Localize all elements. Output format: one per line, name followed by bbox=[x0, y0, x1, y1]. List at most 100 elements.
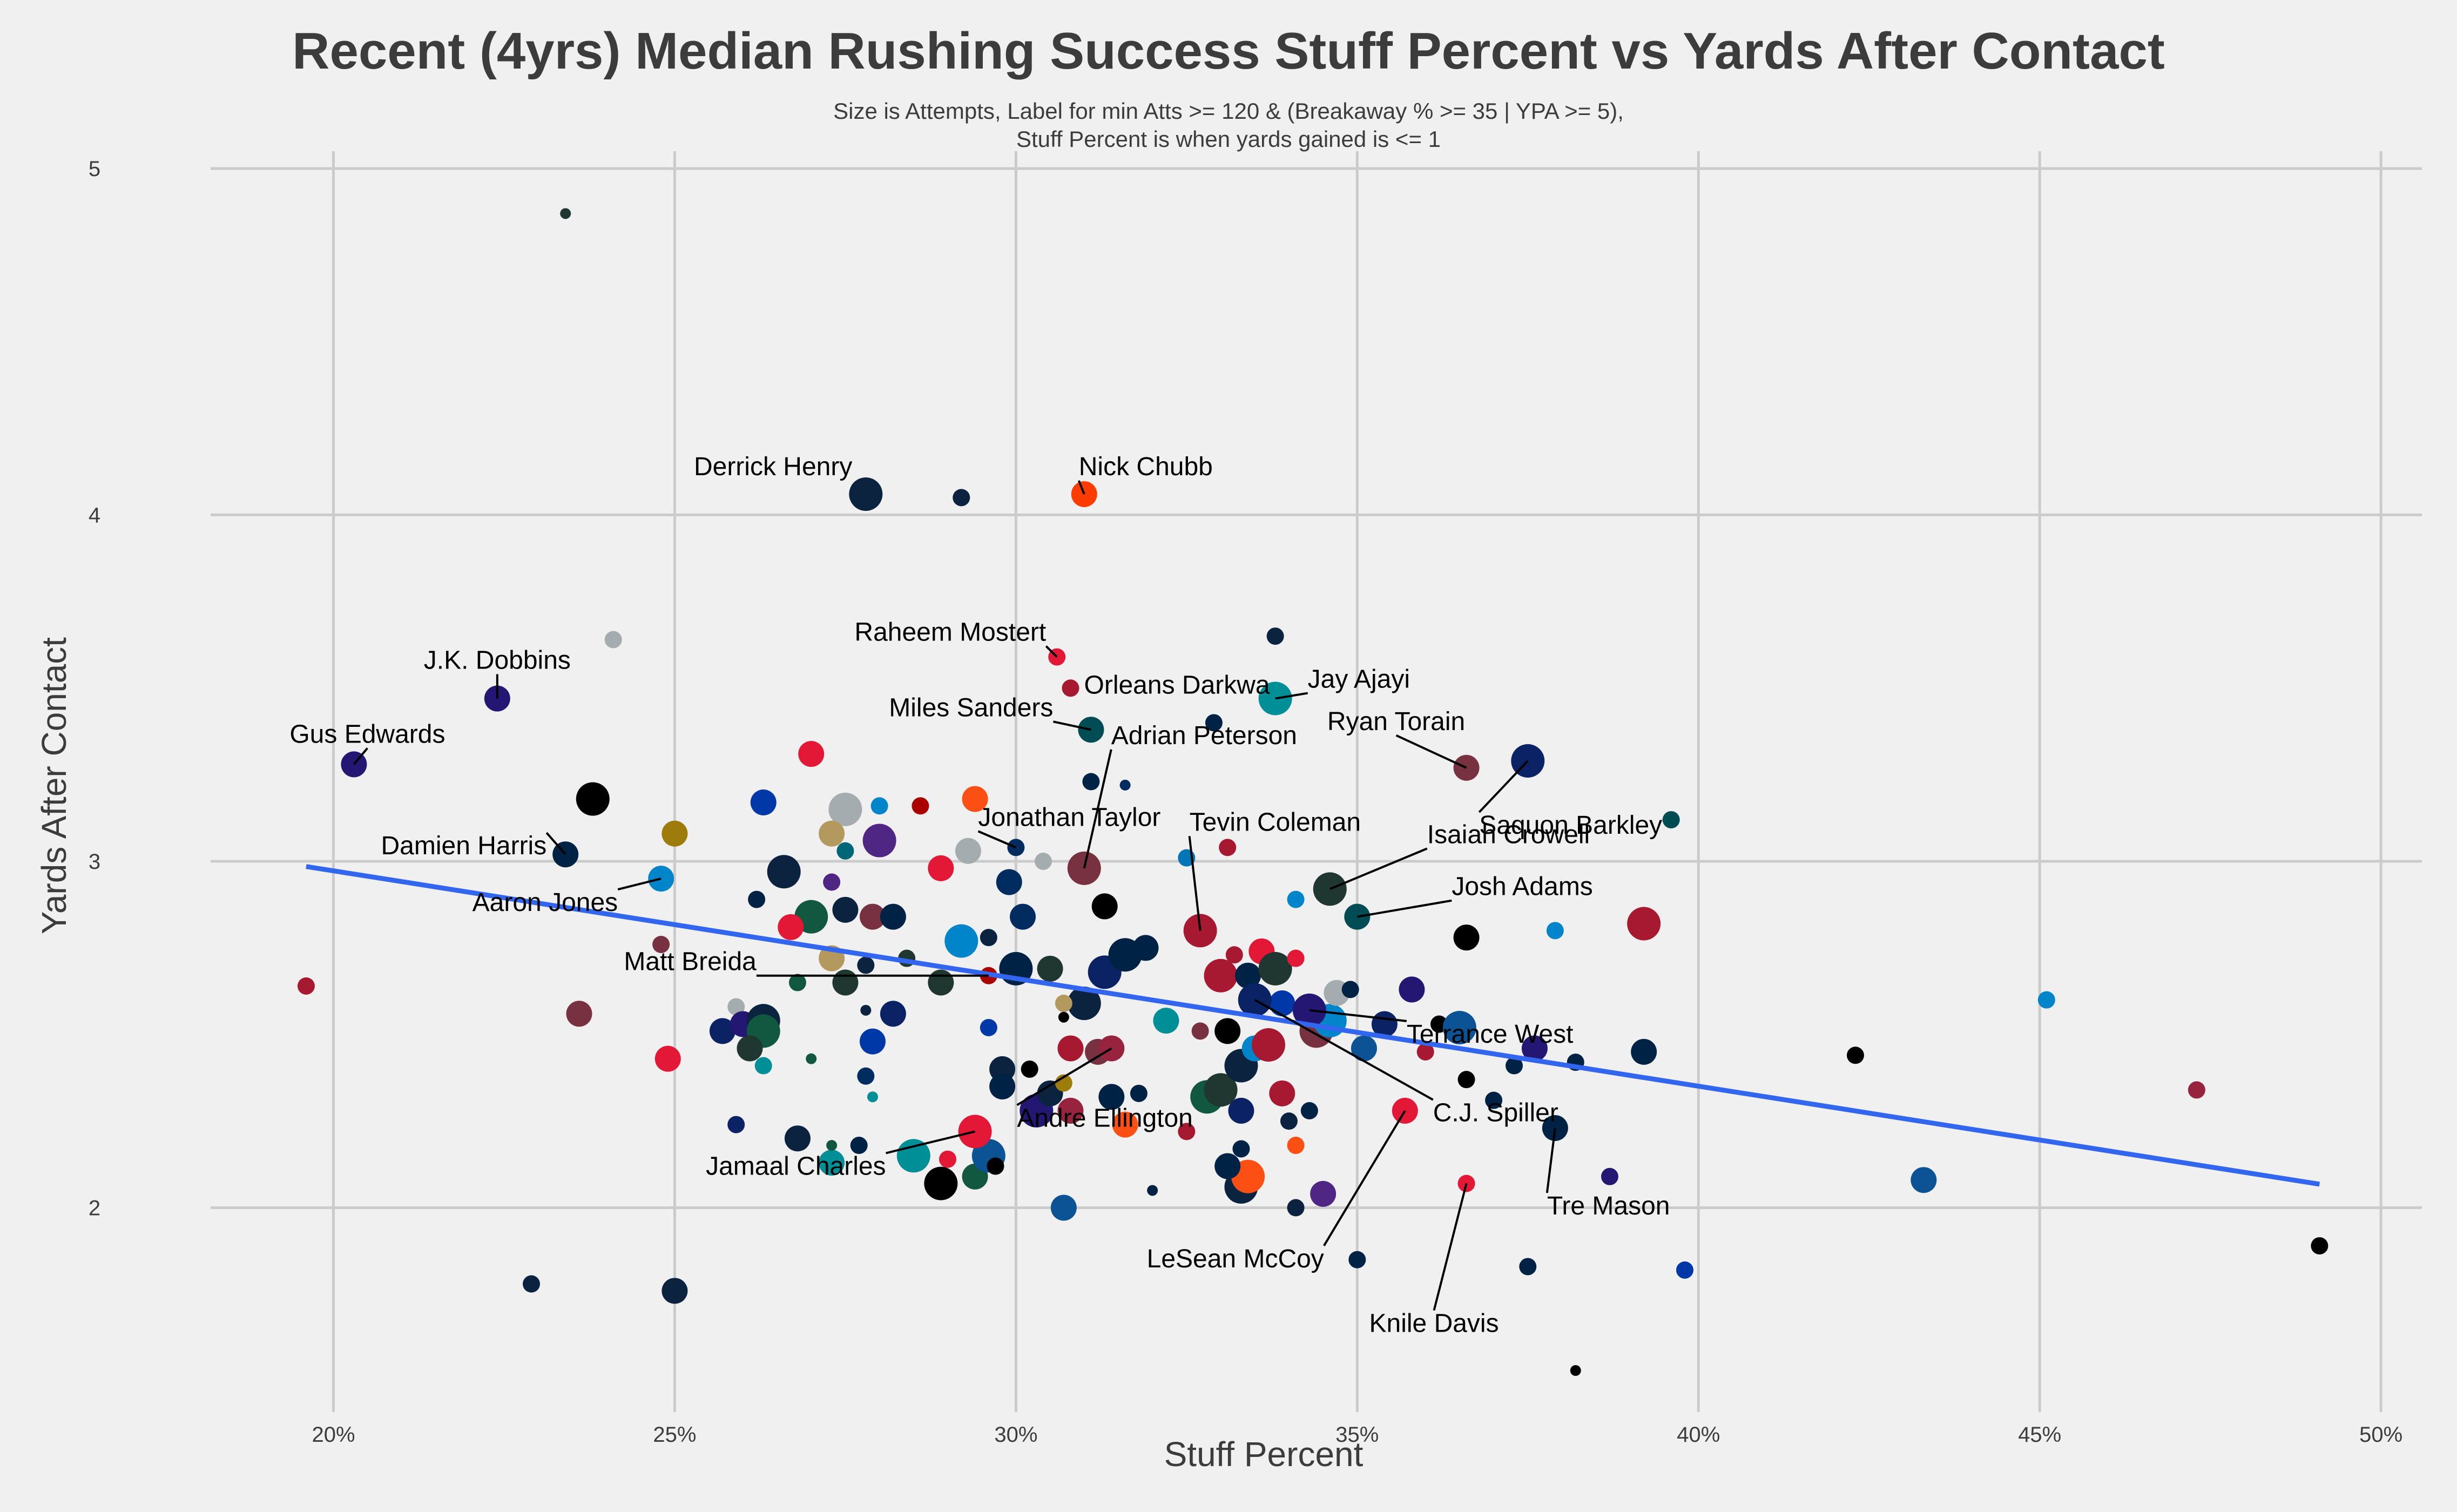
data-point bbox=[928, 969, 954, 996]
data-point bbox=[754, 1057, 772, 1075]
data-point bbox=[1627, 907, 1661, 941]
data-point bbox=[859, 1028, 886, 1055]
y-axis-ticks: 2 3 4 5 bbox=[89, 157, 100, 1220]
data-point bbox=[1228, 1097, 1254, 1124]
data-point bbox=[880, 903, 906, 930]
point-label: Tre Mason bbox=[1547, 1192, 1670, 1220]
data-point bbox=[1351, 1035, 1377, 1062]
data-point bbox=[953, 489, 970, 507]
data-point bbox=[1485, 1091, 1503, 1109]
data-point bbox=[819, 1150, 845, 1176]
data-point bbox=[1205, 714, 1223, 732]
data-point bbox=[662, 820, 688, 847]
data-point bbox=[836, 842, 854, 860]
data-point bbox=[1037, 955, 1063, 982]
data-point bbox=[778, 914, 804, 940]
data-point bbox=[1601, 1167, 1618, 1185]
label-leader-line bbox=[1254, 998, 1434, 1101]
data-point bbox=[862, 824, 896, 858]
data-point bbox=[870, 797, 888, 815]
data-point bbox=[819, 820, 845, 847]
data-point bbox=[2188, 1081, 2205, 1099]
label-leader-line bbox=[545, 832, 566, 855]
point-label: Tevin Coleman bbox=[1190, 808, 1361, 836]
data-point bbox=[823, 873, 841, 891]
trend-line-group bbox=[306, 864, 2320, 1187]
data-point bbox=[1280, 1112, 1298, 1130]
data-point bbox=[880, 1001, 906, 1027]
data-point bbox=[1521, 1035, 1548, 1062]
chart-subtitle: Size is Attempts, Label for min Atts >= … bbox=[0, 97, 2457, 153]
label-leader-line bbox=[886, 1130, 976, 1155]
data-point bbox=[1570, 1365, 1581, 1376]
data-point bbox=[604, 631, 622, 649]
point-label: Terrance West bbox=[1407, 1020, 1574, 1049]
data-point bbox=[1235, 962, 1261, 989]
data-point bbox=[987, 1157, 1004, 1175]
data-point bbox=[654, 1045, 681, 1072]
subtitle-line-2: Stuff Percent is when yards gained is <=… bbox=[1016, 126, 1441, 152]
data-point bbox=[1098, 1084, 1125, 1110]
data-point bbox=[1457, 1071, 1475, 1089]
data-point bbox=[1021, 1060, 1038, 1078]
grid-lines bbox=[211, 151, 2422, 1412]
x-tick-label: 50% bbox=[2359, 1423, 2402, 1447]
data-point bbox=[1631, 1038, 1657, 1065]
data-point bbox=[1676, 1261, 1693, 1279]
data-point bbox=[1399, 976, 1425, 1003]
data-point bbox=[1662, 811, 1680, 829]
data-point bbox=[1310, 1180, 1336, 1207]
data-point bbox=[737, 1035, 763, 1062]
labeled-data-point bbox=[1062, 679, 1079, 697]
data-point bbox=[566, 1001, 592, 1027]
data-point bbox=[1287, 1199, 1305, 1217]
data-point bbox=[1034, 853, 1052, 870]
data-point bbox=[1252, 1028, 1286, 1062]
data-point bbox=[832, 969, 859, 996]
data-point bbox=[1214, 1018, 1241, 1044]
subtitle-line-1: Size is Attempts, Label for min Atts >= … bbox=[833, 98, 1624, 124]
x-tick-label: 40% bbox=[1677, 1423, 1720, 1447]
data-point bbox=[1287, 890, 1305, 908]
data-point bbox=[662, 1278, 688, 1304]
data-point bbox=[523, 1275, 541, 1293]
data-point bbox=[828, 792, 862, 826]
data-points bbox=[297, 208, 2328, 1376]
data-point bbox=[996, 869, 1022, 895]
point-label: Adrian Peterson bbox=[1111, 721, 1297, 750]
data-point bbox=[2037, 991, 2055, 1009]
data-point bbox=[1225, 946, 1243, 964]
label-leader-line bbox=[1545, 1128, 1556, 1193]
data-point bbox=[1453, 924, 1480, 951]
data-point bbox=[709, 1018, 735, 1044]
data-point bbox=[1287, 1137, 1305, 1155]
label-leader-line bbox=[617, 878, 662, 891]
data-point bbox=[944, 924, 978, 958]
data-point bbox=[962, 786, 988, 812]
point-label: Miles Sanders bbox=[889, 693, 1053, 722]
data-point bbox=[980, 929, 997, 947]
point-label: Matt Breida bbox=[624, 948, 757, 976]
data-point bbox=[748, 890, 766, 908]
data-point bbox=[1266, 627, 1284, 645]
x-tick-label: 35% bbox=[1335, 1423, 1379, 1447]
data-point bbox=[1442, 1010, 1476, 1044]
data-point bbox=[1214, 1153, 1241, 1179]
data-point bbox=[1348, 1251, 1366, 1268]
point-label: Derrick Henry bbox=[694, 453, 852, 481]
point-label: Josh Adams bbox=[1452, 873, 1592, 901]
label-leader-line bbox=[977, 830, 1017, 849]
data-point bbox=[1506, 1057, 1523, 1075]
point-label: Raheem Mostert bbox=[854, 618, 1046, 647]
label-leader-line bbox=[1323, 1110, 1406, 1246]
data-point bbox=[1341, 981, 1359, 998]
data-point bbox=[1132, 935, 1159, 961]
data-point bbox=[980, 1018, 997, 1036]
data-point bbox=[928, 855, 954, 881]
point-label: Jay Ajayi bbox=[1308, 665, 1410, 694]
y-tick-label: 5 bbox=[89, 157, 100, 181]
label-leader-line bbox=[353, 747, 368, 765]
label-leader-line bbox=[1395, 734, 1467, 769]
data-point bbox=[1050, 1194, 1077, 1221]
data-point bbox=[2311, 1237, 2328, 1255]
